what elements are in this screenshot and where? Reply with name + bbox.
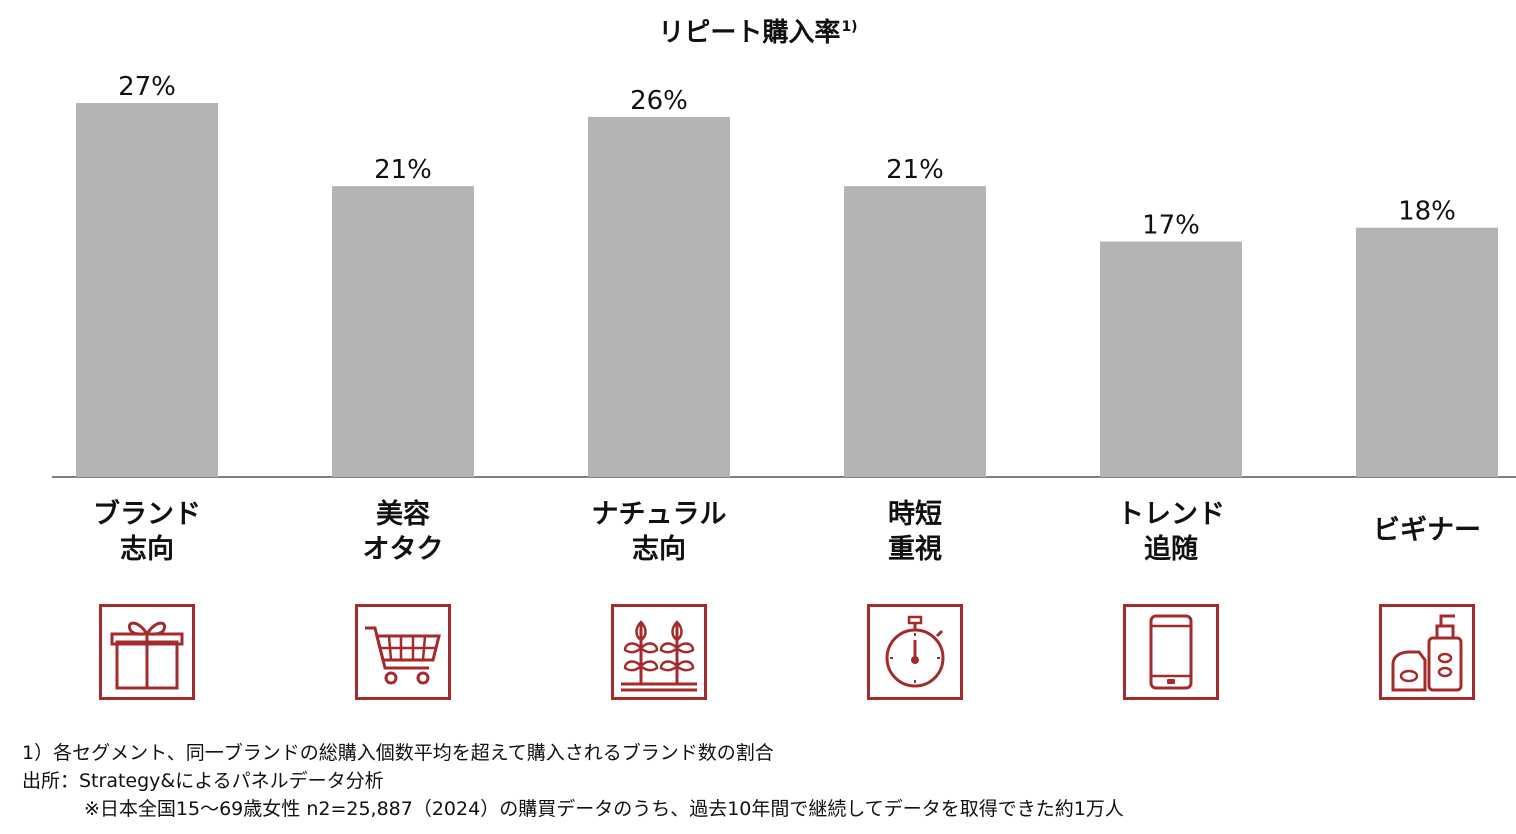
data-label-3: 21%	[886, 155, 944, 185]
bar-0	[76, 103, 218, 478]
bar-1	[332, 186, 474, 477]
plant-icon	[611, 604, 707, 700]
bar-3	[844, 186, 986, 477]
data-label-2: 26%	[630, 86, 688, 116]
data-label-4: 17%	[1142, 211, 1200, 241]
category-label-1: 美容 オタク	[362, 499, 444, 565]
smartphone-icon	[1123, 604, 1219, 700]
bar-4	[1100, 241, 1242, 477]
shopping-cart-icon	[355, 604, 451, 700]
category-label-3: 時短 重視	[888, 499, 942, 565]
cosmetics-icon	[1379, 604, 1475, 700]
footnote-1: 1）各セグメント、同一ブランドの総購入個数平均を超えて購入されるブランド数の割合	[22, 742, 774, 764]
stopwatch-icon	[867, 604, 963, 700]
footnotes: 1）各セグメント、同一ブランドの総購入個数平均を超えて購入されるブランド数の割合…	[22, 739, 1124, 823]
category-label-4: トレンド 追随	[1117, 499, 1225, 565]
category-label-0: ブランド 志向	[93, 499, 201, 565]
category-label-2: ナチュラル 志向	[591, 499, 727, 565]
bar-chart: 27% 21% 26% 21% 17% 18%	[52, 72, 1516, 478]
bar-5	[1356, 227, 1498, 477]
category-label-5: ビギナー	[1373, 515, 1481, 546]
data-label-0: 27%	[118, 72, 176, 102]
gift-icon	[99, 604, 195, 700]
source-detail: ※日本全国15～69歳女性 n2=25,887（2024）の購買データのうち、過…	[84, 798, 1124, 820]
source-note: 出所：Strategy&によるパネルデータ分析	[22, 770, 384, 792]
data-label-1: 21%	[374, 155, 432, 185]
data-label-5: 18%	[1398, 197, 1456, 227]
bar-2	[588, 116, 730, 478]
chart-title: リピート購入率1)	[658, 18, 858, 48]
